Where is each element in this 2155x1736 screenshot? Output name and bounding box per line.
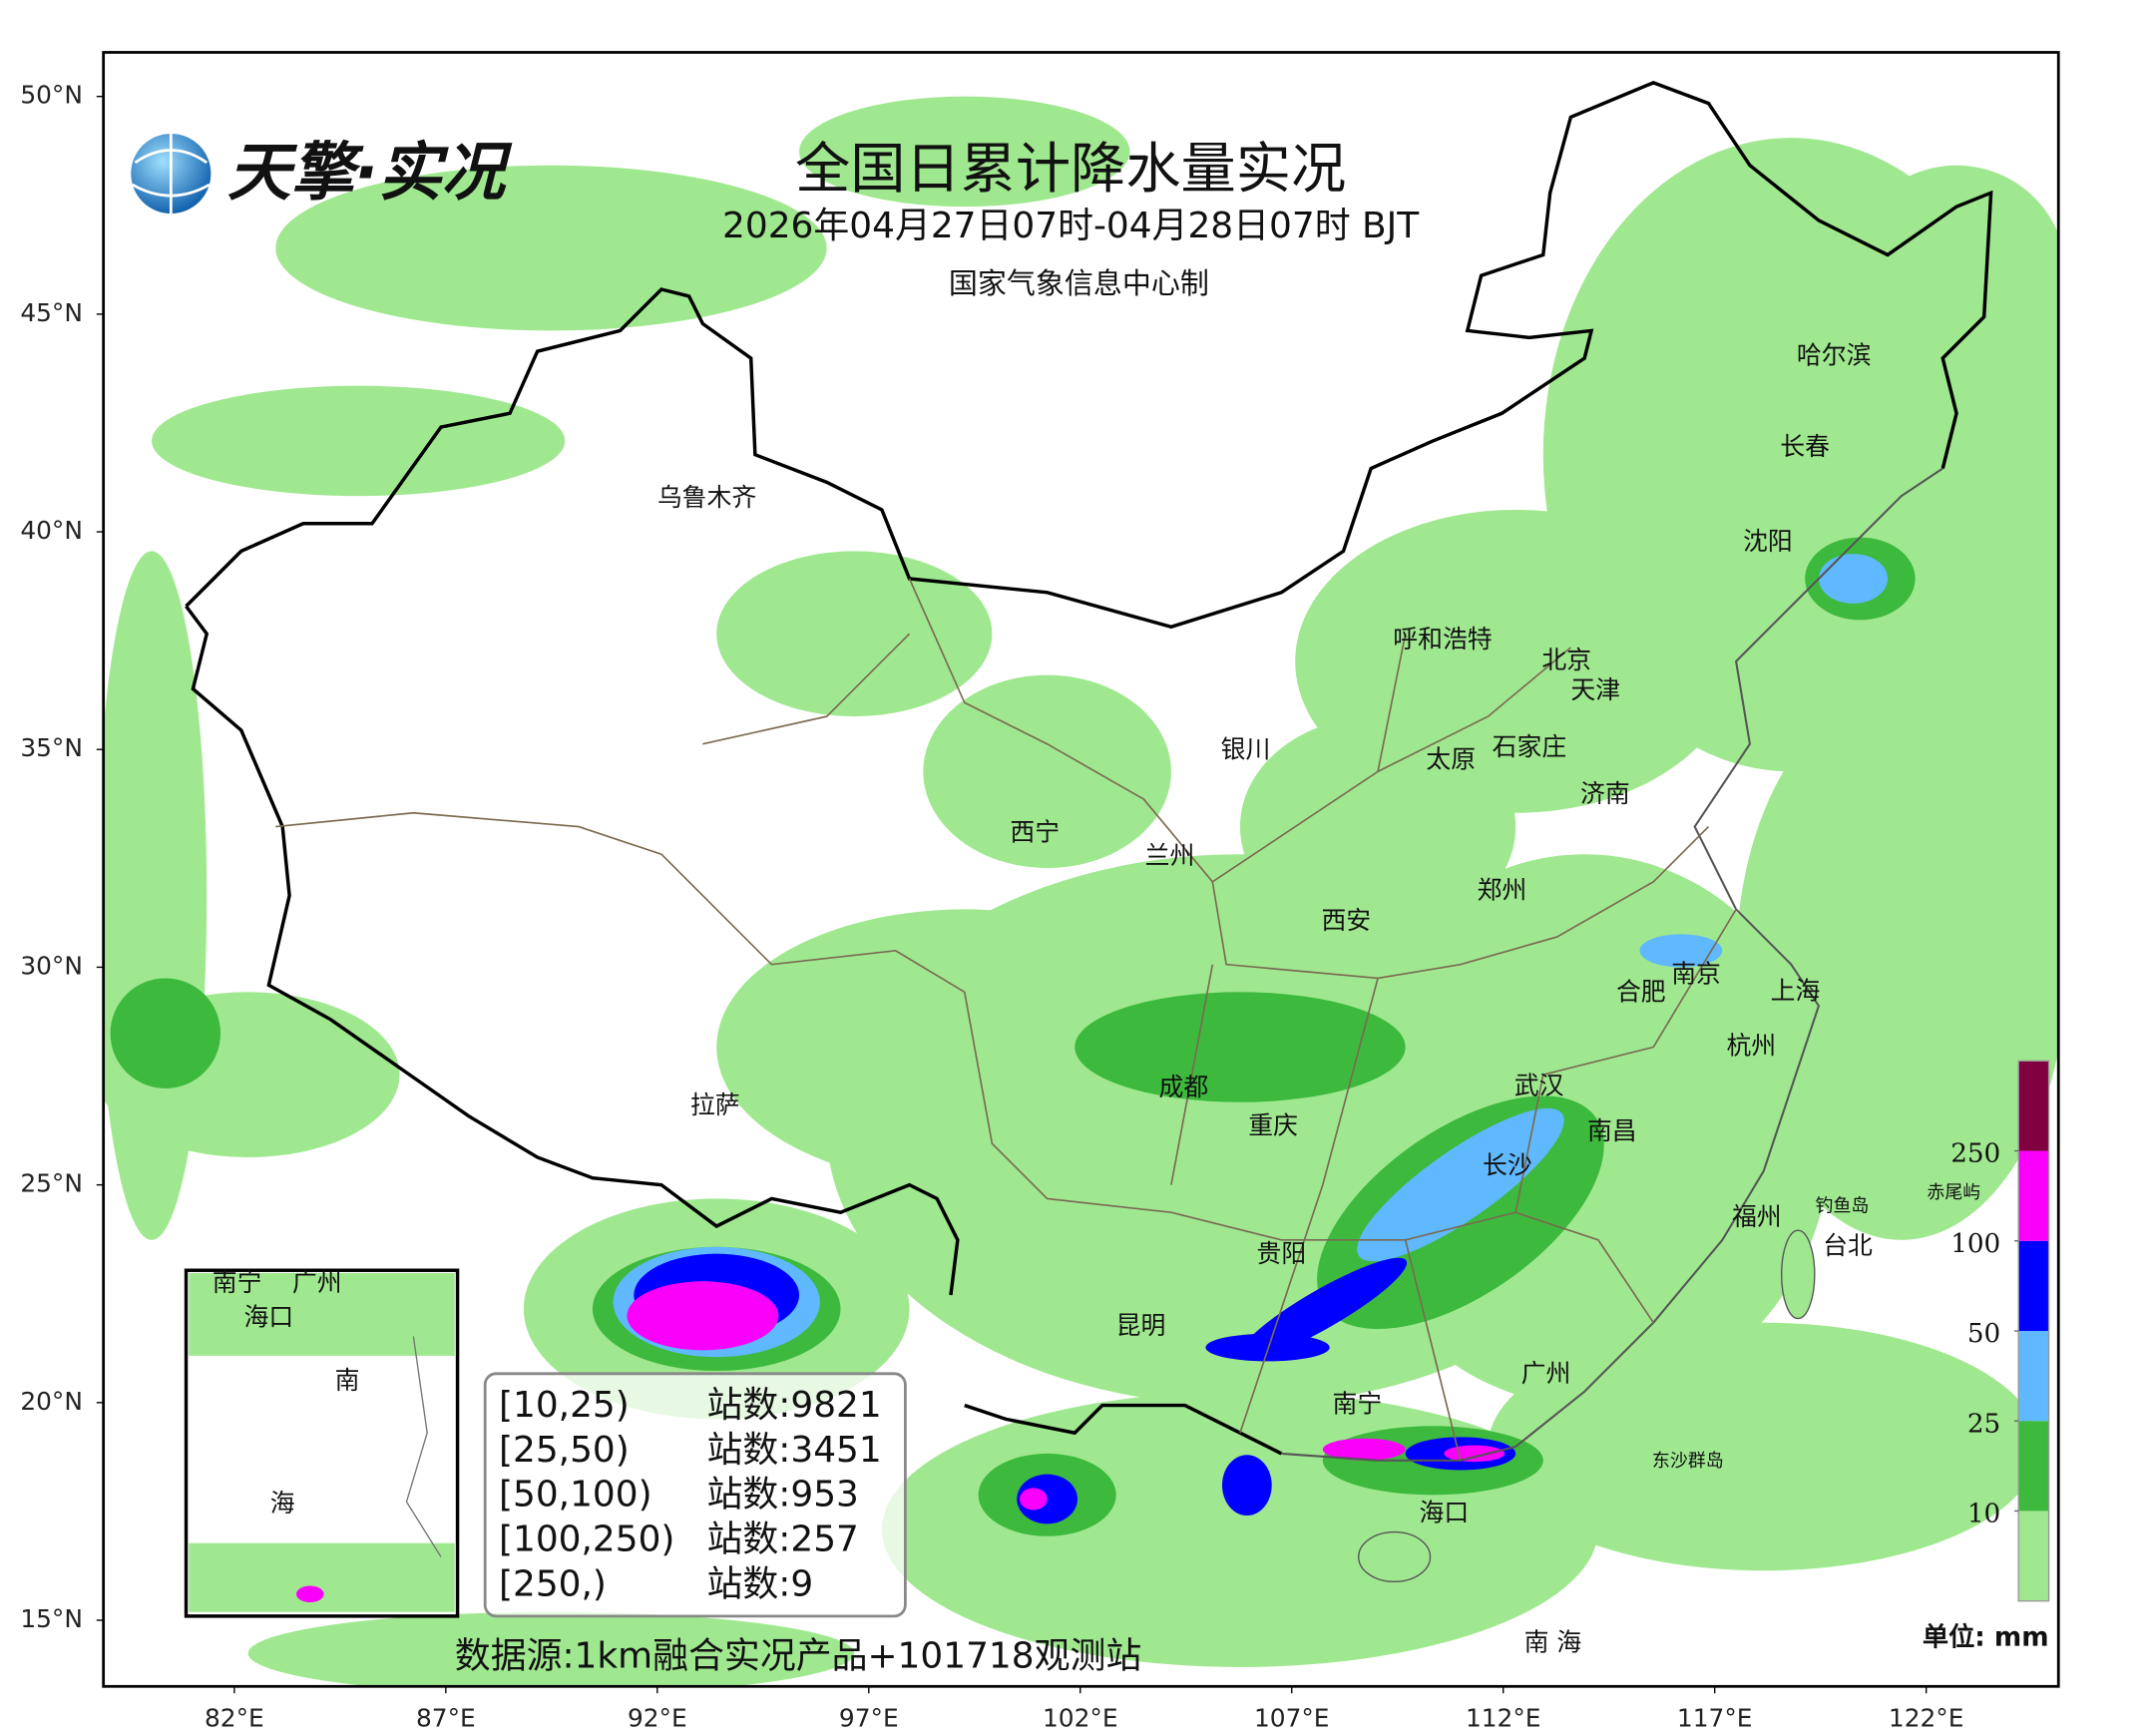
legend-tick-label: 25 <box>1967 1409 2000 1439</box>
station-count: 站数:257 <box>707 1519 859 1560</box>
lat-tick-label: 40°N <box>20 516 83 545</box>
city-label: 钓鱼岛 <box>1816 1196 1870 1217</box>
city-label: 西宁 <box>1010 817 1060 846</box>
city-label: 南京 <box>1671 960 1721 989</box>
precipitation-field <box>103 52 2059 1687</box>
city-label: 贵阳 <box>1257 1239 1307 1268</box>
city-label: 成都 <box>1158 1073 1208 1101</box>
city-label: 太原 <box>1426 744 1476 773</box>
lon-tick-label: 122°E <box>1889 1703 1964 1732</box>
lon-tick-label: 87°E <box>416 1703 476 1732</box>
city-label: 长春 <box>1780 432 1830 461</box>
inset-label: 南 <box>335 1366 360 1395</box>
coastline <box>1281 467 1943 1462</box>
city-label: 南宁 <box>1332 1390 1382 1419</box>
logo-text: 天擎·实况 <box>227 135 513 209</box>
lon-tick-label: 102°E <box>1043 1703 1118 1732</box>
lon-tick-label: 117°E <box>1677 1703 1753 1732</box>
lat-tick-label: 15°N <box>20 1604 83 1633</box>
city-label: 东沙群岛 <box>1652 1451 1724 1472</box>
legend-swatch <box>2018 1240 2049 1331</box>
lat-tick-label: 30°N <box>20 951 83 980</box>
city-label: 济南 <box>1580 779 1630 808</box>
legend-unit: 单位: mm <box>1923 1621 2049 1652</box>
city-label: 南昌 <box>1587 1116 1637 1145</box>
city-label: 哈尔滨 <box>1797 341 1872 370</box>
lon-tick-label: 92°E <box>628 1703 687 1732</box>
inset-label: 海口 <box>244 1303 294 1332</box>
lat-tick-label: 45°N <box>20 298 83 327</box>
station-count: 站数:953 <box>707 1475 859 1516</box>
city-label: 南 海 <box>1524 1627 1582 1656</box>
legend-tick-label: 100 <box>1950 1229 2000 1259</box>
city-label: 武汉 <box>1514 1072 1564 1100</box>
legend-swatch <box>2018 1150 2049 1241</box>
station-range: [10,25) <box>499 1385 630 1426</box>
legend-swatch <box>2018 1061 2049 1151</box>
legend-swatch <box>2018 1511 2049 1601</box>
city-label: 拉萨 <box>690 1090 740 1119</box>
legend-tick-label: 50 <box>1967 1319 2000 1349</box>
lat-tick-label: 25°N <box>20 1169 83 1198</box>
province-borders <box>275 578 1737 1462</box>
lon-tick-label: 97°E <box>839 1703 899 1732</box>
lon-tick-label: 112°E <box>1466 1703 1541 1732</box>
city-label: 广州 <box>1521 1359 1571 1388</box>
city-label: 上海 <box>1771 976 1821 1005</box>
lat-tick-label: 50°N <box>20 81 83 110</box>
logo: 天擎·实况 <box>131 133 513 215</box>
legend: 10 25 50 100 250 单位: mm <box>1923 1060 2050 1652</box>
city-label: 海口 <box>1419 1499 1469 1527</box>
title: 全国日累计降水量实况 <box>795 138 1346 202</box>
inset-label: 海 <box>270 1489 295 1518</box>
producer: 国家气象信息中心制 <box>949 266 1209 300</box>
hainan <box>1358 1530 1432 1583</box>
city-label: 银川 <box>1221 735 1271 764</box>
station-range: [100,250) <box>499 1519 674 1560</box>
city-label: 沈阳 <box>1743 527 1793 556</box>
city-label: 西安 <box>1321 906 1371 935</box>
lon-tick-label: 82°E <box>205 1703 264 1732</box>
legend-swatch <box>2018 1421 2049 1512</box>
station-count: 站数:9821 <box>707 1385 882 1426</box>
data-source: 数据源:1km融合实况产品+101718观测站 <box>455 1635 1141 1676</box>
city-label: 合肥 <box>1616 978 1666 1007</box>
inset-label: 南宁 <box>213 1268 262 1297</box>
city-label: 郑州 <box>1477 875 1526 904</box>
taiwan <box>1780 1229 1816 1320</box>
city-label: 石家庄 <box>1493 732 1567 761</box>
city-label: 呼和浩特 <box>1393 625 1492 653</box>
station-count: 站数:9 <box>707 1563 814 1604</box>
city-label: 乌鲁木齐 <box>657 483 756 512</box>
lat-tick-label: 20°N <box>20 1387 83 1416</box>
station-table <box>483 1372 907 1618</box>
legend-swatch <box>2018 1331 2049 1422</box>
station-range: [25,50) <box>499 1430 630 1471</box>
subtitle: 2026年04月27日07时-04月28日07时 BJT <box>722 206 1420 246</box>
city-label: 天津 <box>1570 675 1620 704</box>
station-range: [250,) <box>499 1563 607 1604</box>
lon-tick-label: 107°E <box>1254 1703 1330 1732</box>
city-label: 重庆 <box>1248 1111 1298 1140</box>
city-label: 长沙 <box>1483 1151 1532 1180</box>
lat-tick-label: 35°N <box>20 733 83 762</box>
station-range: [50,100) <box>499 1475 652 1516</box>
inset <box>184 1268 460 1618</box>
city-label: 杭州 <box>1726 1032 1776 1061</box>
city-label: 台北 <box>1823 1231 1873 1260</box>
legend-tick-label: 10 <box>1967 1500 2000 1529</box>
city-label: 兰州 <box>1145 841 1195 870</box>
city-label: 北京 <box>1541 646 1591 674</box>
station-count: 站数:3451 <box>707 1430 882 1471</box>
city-label: 昆明 <box>1116 1311 1166 1340</box>
legend-tick-label: 250 <box>1950 1139 2000 1169</box>
city-label: 福州 <box>1732 1202 1782 1231</box>
inset-label: 广州 <box>292 1268 342 1297</box>
city-label: 赤尾屿 <box>1927 1182 1980 1203</box>
